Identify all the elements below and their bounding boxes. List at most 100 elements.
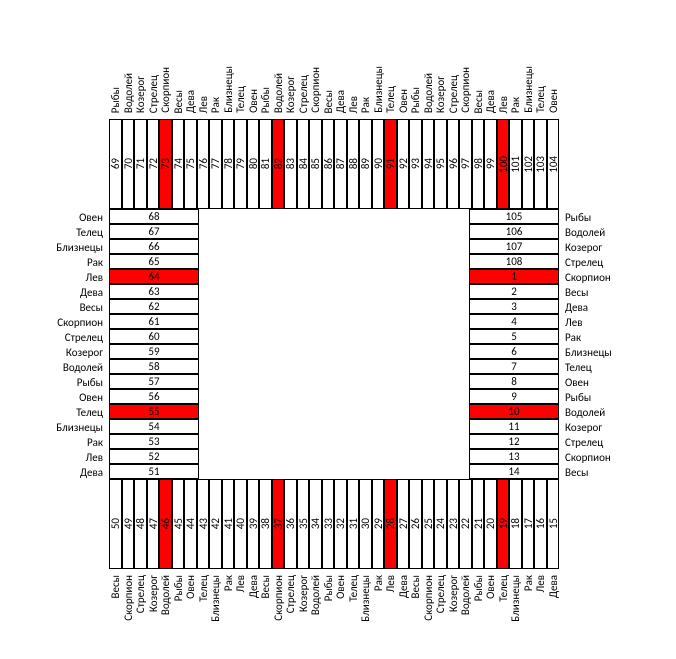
sign-label: Дева <box>335 90 346 113</box>
cell-93: 93 <box>409 119 422 209</box>
cell-96: 96 <box>447 119 460 209</box>
sign-label: Скорпион <box>160 67 171 113</box>
cell-33: 33 <box>322 479 335 569</box>
sign-label: Овен <box>548 89 559 113</box>
cell-10: 10 <box>469 404 559 419</box>
cell-19: 19 <box>497 479 510 569</box>
cell-84: 84 <box>297 119 310 209</box>
cell-24: 24 <box>434 479 447 569</box>
cell-34: 34 <box>309 479 322 569</box>
sign-label: Рыбы <box>110 87 121 113</box>
cell-73: 73 <box>159 119 172 209</box>
cell-8: 8 <box>469 374 559 389</box>
cell-66: 66 <box>109 239 199 254</box>
cell-23: 23 <box>447 479 460 569</box>
cell-48: 48 <box>134 479 147 569</box>
sign-label: Близнецы <box>360 575 371 622</box>
sign-label: Водолей <box>160 575 171 615</box>
cell-105: 105 <box>469 209 559 224</box>
sign-label: Рак <box>373 575 384 591</box>
sign-label: Водолей <box>460 575 471 615</box>
sign-label: Стрелец <box>298 75 309 113</box>
sign-label: Стрелец <box>148 75 159 113</box>
cell-41: 41 <box>222 479 235 569</box>
sign-label: Козерог <box>448 575 459 612</box>
sign-label: Близнецы <box>510 575 521 622</box>
sign-label: Стрелец <box>448 75 459 113</box>
sign-label: Близнецы <box>373 66 384 113</box>
cell-94: 94 <box>422 119 435 209</box>
sign-label: Дева <box>80 467 103 478</box>
cell-38: 38 <box>259 479 272 569</box>
sign-label: Рыбы <box>410 87 421 113</box>
cell-29: 29 <box>372 479 385 569</box>
sign-label: Овен <box>565 377 589 388</box>
sign-label: Козерог <box>565 242 602 253</box>
sign-label: Лев <box>86 272 103 283</box>
cell-17: 17 <box>522 479 535 569</box>
sign-label: Стрелец <box>565 437 603 448</box>
cell-51: 51 <box>109 464 199 479</box>
sign-label: Весы <box>260 575 271 598</box>
sign-label: Телец <box>498 575 509 602</box>
sign-label: Телец <box>235 86 246 113</box>
sign-label: Лев <box>86 452 103 463</box>
cell-63: 63 <box>109 284 199 299</box>
cell-21: 21 <box>472 479 485 569</box>
sign-label: Скорпион <box>123 575 134 621</box>
sign-label: Рак <box>360 97 371 113</box>
sign-label: Лев <box>498 96 509 113</box>
sign-label: Дева <box>565 302 588 313</box>
sign-label: Стрелец <box>435 575 446 613</box>
sign-label: Овен <box>185 575 196 599</box>
cell-108: 108 <box>469 254 559 269</box>
sign-label: Скорпион <box>310 67 321 113</box>
cell-70: 70 <box>122 119 135 209</box>
sign-label: Скорпион <box>565 272 611 283</box>
cell-47: 47 <box>147 479 160 569</box>
sign-label: Стрелец <box>65 332 103 343</box>
sign-label: Близнецы <box>223 66 234 113</box>
sign-label: Рак <box>87 437 103 448</box>
cell-88: 88 <box>347 119 360 209</box>
sign-label: Телец <box>535 86 546 113</box>
cell-18: 18 <box>509 479 522 569</box>
sign-label: Телец <box>385 86 396 113</box>
sign-label: Стрелец <box>135 575 146 613</box>
cell-5: 5 <box>469 329 559 344</box>
cell-35: 35 <box>297 479 310 569</box>
sign-label: Скорпион <box>57 317 103 328</box>
cell-86: 86 <box>322 119 335 209</box>
cell-101: 101 <box>509 119 522 209</box>
sign-label: Овен <box>335 575 346 599</box>
cell-97: 97 <box>459 119 472 209</box>
sign-label: Рыбы <box>565 392 591 403</box>
sign-label: Рыбы <box>260 87 271 113</box>
cell-68: 68 <box>109 209 199 224</box>
cell-102: 102 <box>522 119 535 209</box>
sign-label: Весы <box>110 575 121 598</box>
cell-11: 11 <box>469 419 559 434</box>
sign-label: Дева <box>548 575 559 598</box>
cell-85: 85 <box>309 119 322 209</box>
cell-72: 72 <box>147 119 160 209</box>
sign-label: Водолей <box>123 73 134 113</box>
cell-44: 44 <box>184 479 197 569</box>
sign-label: Телец <box>198 575 209 602</box>
sign-label: Близнецы <box>210 575 221 622</box>
sign-label: Козерог <box>135 76 146 113</box>
cell-62: 62 <box>109 299 199 314</box>
sign-label: Весы <box>565 467 588 478</box>
cell-57: 57 <box>109 374 199 389</box>
sign-label: Рак <box>510 97 521 113</box>
cell-45: 45 <box>172 479 185 569</box>
sign-label: Водолей <box>565 407 605 418</box>
cell-26: 26 <box>409 479 422 569</box>
cell-7: 7 <box>469 359 559 374</box>
sign-label: Телец <box>76 227 103 238</box>
sign-label: Овен <box>79 392 103 403</box>
sign-label: Близнецы <box>56 422 103 433</box>
sign-label: Дева <box>398 575 409 598</box>
cell-71: 71 <box>134 119 147 209</box>
cell-92: 92 <box>397 119 410 209</box>
